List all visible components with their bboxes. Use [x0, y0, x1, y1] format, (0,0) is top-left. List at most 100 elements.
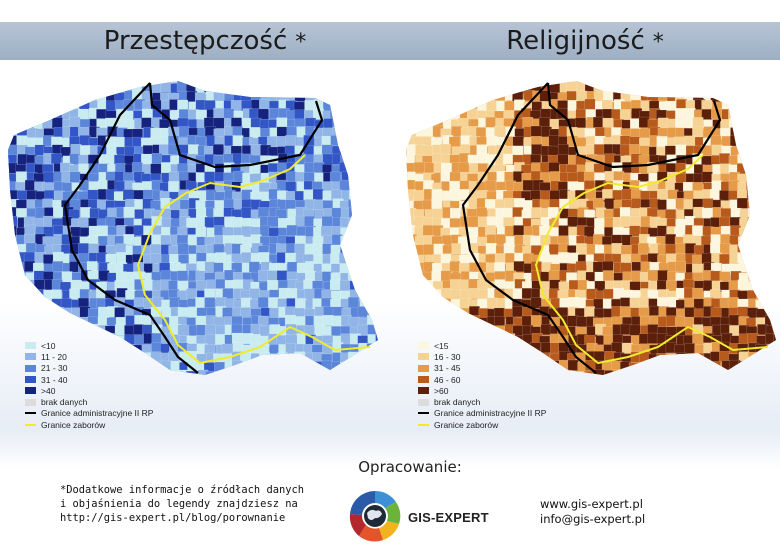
- region-cell: [727, 297, 739, 309]
- region-cell: [665, 243, 677, 255]
- region-cell: [757, 110, 769, 122]
- region-cell: [359, 191, 371, 203]
- crime-map-title: Przestępczość *: [40, 22, 370, 60]
- footnote: *Dodatkowe informacje o źródłach danych …: [60, 483, 304, 525]
- region-cell: [359, 227, 371, 239]
- region-cell: [233, 82, 245, 94]
- region-cell: [304, 288, 316, 300]
- region-cell: [267, 280, 279, 291]
- region-cell: [486, 325, 498, 337]
- region-cell: [269, 107, 281, 119]
- region-cell: [513, 261, 525, 272]
- region-cell: [248, 261, 260, 273]
- region-cell: [368, 225, 378, 237]
- region-cell: [747, 271, 759, 283]
- region-cell: [204, 216, 216, 228]
- region-cell: [349, 153, 361, 165]
- region-cell: [530, 297, 542, 309]
- region-cell: [348, 360, 360, 372]
- region-cell: [693, 81, 705, 86]
- region-cell: [628, 362, 640, 374]
- region-cell: [8, 263, 11, 275]
- region-cell: [406, 369, 416, 375]
- region-cell: [222, 81, 234, 85]
- legend-item: >60: [418, 385, 546, 396]
- region-cell: [468, 287, 480, 299]
- region-cell: [413, 326, 425, 338]
- region-cell: [440, 298, 452, 310]
- region-cell: [756, 208, 768, 220]
- legend-label: 31 - 40: [41, 374, 68, 385]
- region-cell: [595, 81, 607, 85]
- region-cell: [504, 81, 516, 86]
- region-cell: [748, 100, 760, 112]
- region-cell: [773, 244, 776, 256]
- region-cell: [98, 81, 110, 85]
- region-cell: [422, 289, 434, 301]
- region-cell: [269, 307, 281, 319]
- region-cell: [450, 325, 462, 337]
- region-cell: [748, 164, 759, 176]
- crime-title-asterisk: *: [295, 30, 307, 55]
- religiosity-map: [398, 81, 776, 375]
- region-cell: [375, 307, 378, 319]
- region-cell: [16, 316, 28, 328]
- region-cell: [556, 107, 568, 119]
- region-cell: [23, 82, 35, 94]
- region-cell: [766, 225, 776, 237]
- region-cell: [682, 117, 694, 129]
- region-cell: [367, 299, 378, 311]
- region-cell: [8, 253, 9, 265]
- website-link[interactable]: www.gis-expert.pl: [540, 497, 643, 511]
- region-cell: [621, 188, 633, 200]
- region-cell: [16, 82, 28, 94]
- region-cell: [322, 92, 334, 104]
- region-cell: [42, 81, 54, 84]
- region-cell: [746, 137, 758, 149]
- region-cell: [414, 108, 426, 120]
- region-cell: [675, 370, 687, 375]
- region-cell: [70, 143, 82, 155]
- region-cell: [406, 262, 407, 274]
- region-cell: [367, 145, 378, 157]
- region-cell: [224, 82, 236, 94]
- region-cell: [775, 360, 776, 372]
- region-cell: [449, 289, 461, 301]
- region-cell: [774, 154, 776, 166]
- region-cell: [406, 243, 408, 255]
- region-cell: [398, 118, 406, 129]
- region-cell: [269, 359, 281, 371]
- region-cell: [459, 298, 471, 309]
- region-cell: [466, 108, 478, 120]
- region-cell: [549, 171, 561, 183]
- email-link[interactable]: info@gis-expert.pl: [540, 512, 646, 526]
- region-cell: [359, 290, 371, 302]
- region-cell: [350, 82, 362, 94]
- region-cell: [60, 90, 72, 102]
- region-cell: [476, 324, 488, 336]
- region-cell: [195, 81, 207, 85]
- region-cell: [775, 108, 776, 120]
- region-cell: [666, 81, 678, 86]
- region-cell: [376, 206, 378, 218]
- region-cell: [647, 161, 659, 173]
- region-cell: [548, 270, 560, 281]
- region-cell: [532, 81, 544, 85]
- region-cell: [52, 206, 64, 218]
- region-cell: [78, 81, 90, 84]
- region-cell: [323, 369, 335, 375]
- region-cell: [441, 81, 453, 86]
- region-cell: [160, 270, 172, 282]
- region-cell: [124, 146, 135, 158]
- region-cell: [629, 370, 641, 375]
- region-cell: [15, 324, 27, 336]
- region-cell: [8, 333, 9, 345]
- region-cell: [729, 371, 741, 375]
- region-cell: [709, 188, 721, 200]
- footnote-link[interactable]: http://gis-expert.pl/blog/porownanie: [60, 512, 286, 524]
- region-cell: [285, 81, 297, 84]
- legend-item: Granice administracyjne II RP: [418, 408, 546, 419]
- region-cell: [774, 137, 776, 149]
- region-cell: [406, 252, 407, 263]
- region-cell: [8, 126, 9, 138]
